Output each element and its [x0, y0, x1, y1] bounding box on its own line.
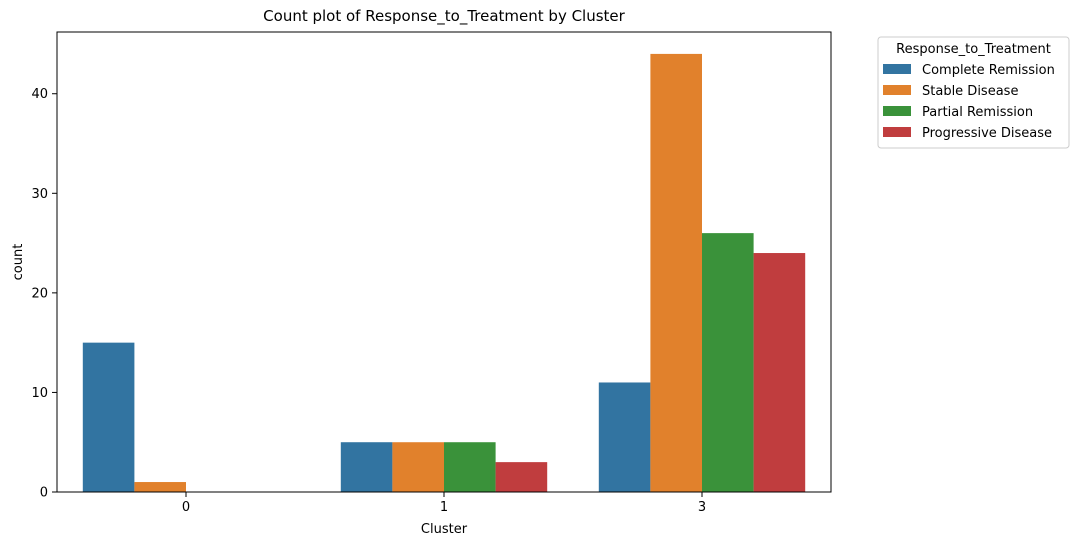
y-tick-label: 0	[40, 486, 48, 501]
legend-title: Response_to_Treatment	[896, 42, 1051, 57]
bar-partial-remission-cluster-1	[444, 442, 496, 492]
bar-progressive-disease-cluster-3	[753, 253, 806, 492]
x-axis: 0 1 3	[182, 492, 706, 515]
legend-swatch	[883, 85, 911, 95]
y-tick-label: 10	[31, 386, 48, 401]
bars-group	[82, 53, 806, 493]
bar-progressive-disease-cluster-1	[495, 462, 548, 492]
y-axis-label: count	[11, 244, 26, 281]
bar-complete-remission-cluster-1	[340, 442, 393, 492]
y-axis: 0 10 20 30 40	[31, 87, 57, 501]
legend-entry-label: Partial Remission	[922, 105, 1033, 120]
y-tick-label: 30	[31, 187, 48, 202]
legend-entry-label: Complete Remission	[922, 63, 1055, 78]
legend-swatch	[883, 127, 911, 137]
legend-entry-label: Stable Disease	[922, 84, 1018, 99]
bar-stable-disease-cluster-3	[650, 53, 702, 493]
x-tick-label: 1	[440, 500, 448, 515]
legend: Response_to_Treatment Complete Remission S…	[877, 36, 1070, 149]
legend-swatch	[883, 64, 911, 74]
x-axis-label: Cluster	[421, 522, 468, 537]
bar-stable-disease-cluster-1	[392, 442, 444, 492]
x-tick-label: 0	[182, 500, 190, 515]
bar-stable-disease-cluster-0	[134, 482, 186, 492]
x-tick-label: 3	[698, 500, 706, 515]
bar-partial-remission-cluster-3	[702, 233, 754, 492]
bar-complete-remission-cluster-0	[82, 342, 135, 492]
legend-box	[877, 36, 1070, 149]
legend-entry-label: Progressive Disease	[922, 126, 1052, 141]
legend-swatch	[883, 106, 911, 116]
bar-complete-remission-cluster-3	[598, 382, 651, 492]
y-tick-label: 20	[31, 286, 48, 301]
chart-title: Count plot of Response_to_Treatment by C…	[263, 7, 625, 26]
y-tick-label: 40	[31, 87, 48, 102]
